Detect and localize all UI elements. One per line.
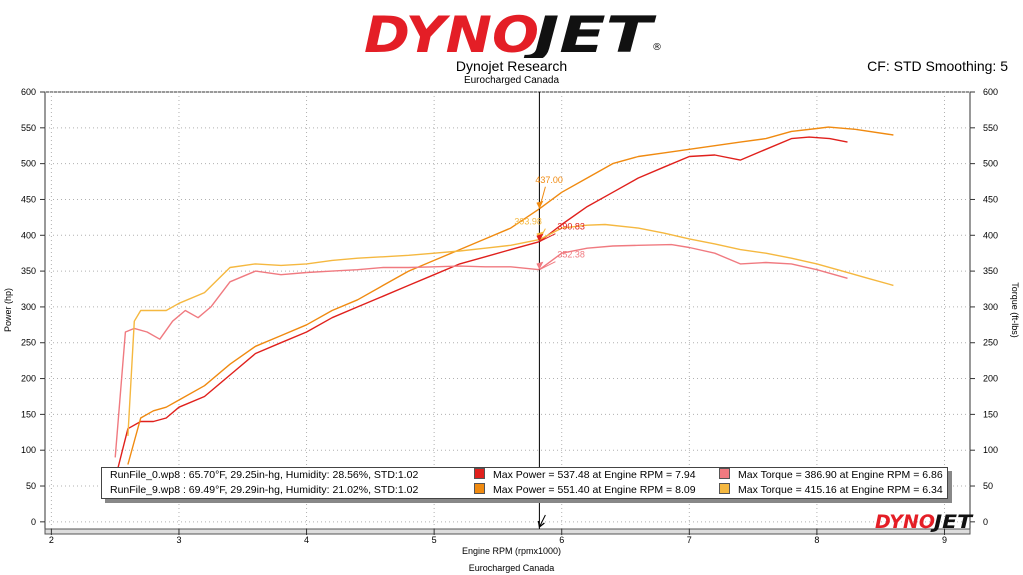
y-tick-label-left: 300 <box>21 302 36 312</box>
x-tick-label: 7 <box>687 535 692 545</box>
y-tick-label-right: 600 <box>983 87 998 97</box>
y-tick-label-right: 450 <box>983 194 998 204</box>
plot-frame <box>44 91 971 530</box>
footer-caption: Eurocharged Canada <box>468 563 555 573</box>
legend-max-torque: Max Torque = 386.90 at Engine RPM = 6.86 <box>719 468 943 483</box>
y-axis-label-left: Power (hp) <box>3 288 13 333</box>
power-swatch-icon <box>474 468 485 479</box>
svg-text:DYNO: DYNO <box>875 511 935 533</box>
series-line-runfile-9-power <box>127 126 894 465</box>
annotation-leader <box>539 261 556 271</box>
y-tick-label-left: 500 <box>21 159 36 169</box>
y-tick-label-right: 350 <box>983 266 998 276</box>
x-tick-label: 4 <box>304 535 309 545</box>
annotation-arrow-icon <box>536 231 544 240</box>
x-tick-label: 2 <box>49 535 54 545</box>
legend-max-power: Max Power = 551.40 at Engine RPM = 8.09 <box>474 483 696 498</box>
x-tick-label: 3 <box>176 535 181 545</box>
y-tick-label-right: 250 <box>983 338 998 348</box>
y-tick-label-right: 100 <box>983 445 998 455</box>
y-tick-label-right: 200 <box>983 374 998 384</box>
y-tick-label-left: 600 <box>21 87 36 97</box>
logo-jet-text: JET <box>522 6 657 58</box>
y-tick-label-left: 350 <box>21 266 36 276</box>
y-tick-label-right: 50 <box>983 481 993 491</box>
series-line-runfile-0-power <box>114 136 848 480</box>
legend-run-info: RunFile_9.wp8 : 69.49°F, 29.29in-hg, Hum… <box>110 484 419 496</box>
annotation-leader <box>539 233 556 243</box>
y-tick-label-right: 500 <box>983 159 998 169</box>
annotation-leader <box>538 228 546 240</box>
y-tick-label-left: 450 <box>21 194 36 204</box>
legend-row-run9: RunFile_9.wp8 : 69.49°F, 29.29in-hg, Hum… <box>102 483 947 498</box>
y-tick-label-right: 0 <box>983 517 988 527</box>
legend-max-power: Max Power = 537.48 at Engine RPM = 7.94 <box>474 468 696 483</box>
y-tick-label-left: 100 <box>21 445 36 455</box>
legend-run-info: RunFile_0.wp8 : 65.70°F, 29.25in-hg, Hum… <box>110 469 419 481</box>
annotation-arrow-icon <box>536 200 544 209</box>
y-tick-label-right: 300 <box>983 302 998 312</box>
y-tick-label-right: 400 <box>983 230 998 240</box>
y-tick-label-left: 0 <box>31 517 36 527</box>
y-tick-label-right: 550 <box>983 123 998 133</box>
x-axis-bar <box>44 528 971 535</box>
svg-text:JET: JET <box>929 511 974 533</box>
dynojet-logo: DYNO JET ® <box>364 6 662 58</box>
annotation-value: 390.83 <box>557 222 585 232</box>
y-tick-label-left: 550 <box>21 123 36 133</box>
x-tick-label: 8 <box>814 535 819 545</box>
x-tick-label: 5 <box>432 535 437 545</box>
legend-max-torque: Max Torque = 415.16 at Engine RPM = 6.34 <box>719 483 943 498</box>
cursor-arrow-head <box>537 520 545 529</box>
y-tick-label-left: 200 <box>21 374 36 384</box>
logo-dyno-text: DYNO <box>364 6 539 58</box>
chart-subtitle: Eurocharged Canada <box>463 75 560 86</box>
series-line-runfile-9-torque <box>127 223 894 436</box>
y-tick-label-left: 50 <box>26 481 36 491</box>
y-tick-label-left: 250 <box>21 338 36 348</box>
torque-swatch-icon <box>719 468 730 479</box>
series-line-runfile-0-torque <box>114 243 848 458</box>
annotation-arrow-icon <box>536 233 544 242</box>
y-tick-label-left: 400 <box>21 230 36 240</box>
torque-swatch-icon <box>719 483 730 494</box>
annotation-value: 437.00 <box>535 175 563 185</box>
y-tick-label-right: 150 <box>983 409 998 419</box>
x-tick-label: 6 <box>559 535 564 545</box>
x-tick-label: 9 <box>942 535 947 545</box>
y-axis-label-right: Torque (ft-lbs) <box>1010 282 1020 338</box>
legend: RunFile_0.wp8 : 65.70°F, 29.25in-hg, Hum… <box>101 467 948 499</box>
annotation-value: 393.98 <box>514 217 542 227</box>
cursor-arrow <box>538 514 546 528</box>
dynojet-logo-small: DYNO JET <box>875 511 974 533</box>
legend-row-run0: RunFile_0.wp8 : 65.70°F, 29.25in-hg, Hum… <box>102 468 947 483</box>
svg-text:®: ® <box>652 42 662 53</box>
chart-title: Dynojet Research <box>455 58 568 74</box>
annotation-arrow-icon <box>536 261 544 270</box>
x-axis-label: Engine RPM (rpmx1000) <box>461 546 562 556</box>
annotation-value: 352.38 <box>557 250 585 260</box>
correction-factor-text: CF: STD Smoothing: 5 <box>867 58 1008 74</box>
annotation-leader <box>538 186 546 209</box>
power-swatch-icon <box>474 483 485 494</box>
y-tick-label-left: 150 <box>21 409 36 419</box>
